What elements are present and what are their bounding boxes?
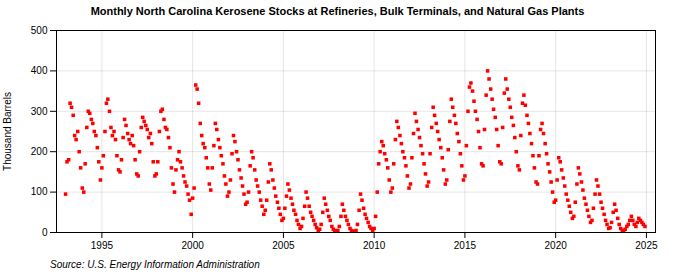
svg-text:200: 200: [31, 146, 48, 157]
svg-text:0: 0: [42, 227, 48, 238]
svg-text:400: 400: [31, 65, 48, 76]
svg-text:1995: 1995: [91, 240, 114, 251]
svg-text:300: 300: [31, 106, 48, 117]
svg-text:2025: 2025: [635, 240, 658, 251]
svg-text:500: 500: [31, 25, 48, 36]
svg-text:2005: 2005: [272, 240, 295, 251]
svg-text:2015: 2015: [454, 240, 477, 251]
svg-text:2020: 2020: [545, 240, 568, 251]
svg-text:2010: 2010: [363, 240, 386, 251]
html-text:Source: U.S. Energy Informatio: Source: U.S. Energy Information Administ…: [50, 259, 260, 270]
svg-text:2000: 2000: [182, 240, 205, 251]
svg-text:100: 100: [31, 186, 48, 197]
svg-text:Thousand Barrels: Thousand Barrels: [2, 92, 13, 171]
html-text:Monthly North Carolina Kerosen: Monthly North Carolina Kerosene Stocks a…: [90, 5, 585, 17]
